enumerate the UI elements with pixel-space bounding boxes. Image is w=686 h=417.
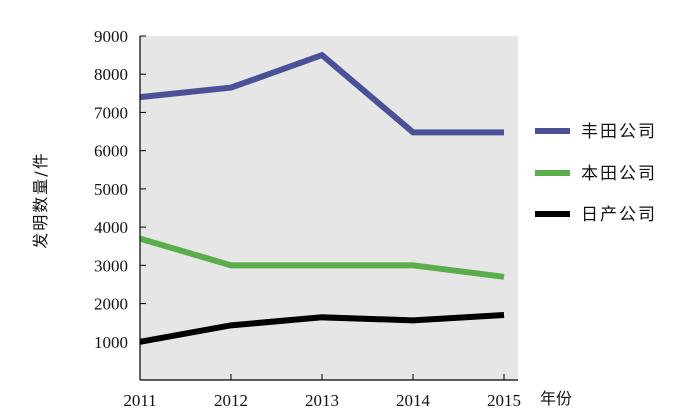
legend-label: 日产公司 [581,205,657,225]
x-tick-label: 2013 [305,391,339,410]
y-tick-label: 3000 [94,256,128,275]
x-axis-ticks: 2011 2012 2013 2014 2015 [123,374,521,410]
series-line-2 [139,235,505,280]
series-lines [139,51,505,345]
x-tick-label: 2015 [487,391,521,410]
y-axis-ticks: 1000 2000 3000 4000 5000 6000 7000 8000 9000 [94,27,146,352]
y-axis-label: 发明数量/件 [31,151,50,248]
x-tick-label: 2012 [214,391,248,410]
x-tick-label: 2011 [123,391,156,410]
y-tick-label: 6000 [94,142,128,161]
series-line-1 [139,51,504,136]
y-tick-label: 7000 [94,103,128,122]
x-axis-label: 年份 [540,389,572,408]
y-tick-label: 2000 [94,295,128,314]
x-tick-label: 2014 [396,391,431,410]
y-tick-label: 1000 [94,333,128,352]
legend-label: 丰田公司 [581,122,657,142]
y-tick-label: 4000 [94,218,128,237]
series-line-3 [139,312,505,345]
plot-area [140,36,518,380]
y-tick-label: 5000 [94,180,128,199]
y-tick-label: 9000 [94,27,128,46]
y-tick-label: 8000 [94,65,128,84]
legend-label: 本田公司 [581,164,657,184]
